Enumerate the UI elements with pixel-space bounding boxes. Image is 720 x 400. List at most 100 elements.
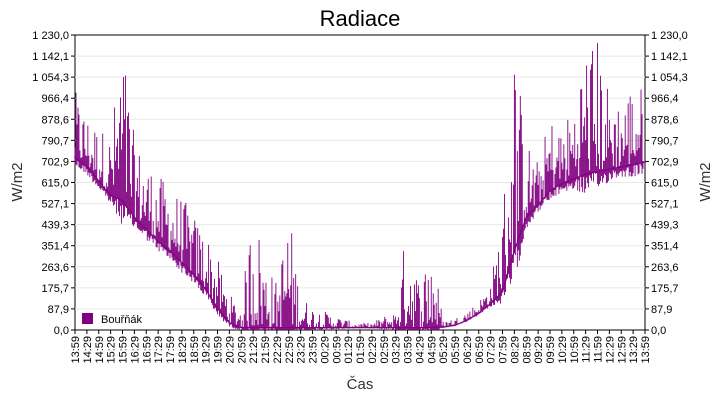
x-tick-label: 22:29 bbox=[272, 336, 284, 364]
x-tick-label: 15:59 bbox=[118, 336, 130, 364]
series-point bbox=[109, 194, 112, 197]
y-tick-label-left: 615,0 bbox=[41, 178, 69, 190]
x-tick-label: 07:29 bbox=[486, 336, 498, 364]
x-tick-label: 16:59 bbox=[141, 336, 153, 364]
series-point bbox=[561, 182, 563, 185]
y-tick-label-right: 439,3 bbox=[651, 220, 679, 232]
series-point bbox=[513, 250, 516, 252]
x-tick-label: 13:59 bbox=[640, 336, 652, 364]
y-tick-label-right: 878,6 bbox=[651, 114, 679, 126]
series-point bbox=[121, 199, 124, 202]
series-point bbox=[181, 262, 183, 264]
series-point bbox=[632, 163, 634, 166]
y-tick-label-left: 790,7 bbox=[41, 135, 69, 147]
series-point bbox=[169, 250, 171, 252]
y-tick-label-left: 87,9 bbox=[48, 304, 69, 316]
series-point bbox=[477, 312, 480, 315]
series-point bbox=[466, 319, 468, 322]
x-tick-label: 17:29 bbox=[153, 336, 165, 364]
series-point bbox=[86, 166, 88, 168]
legend-label: Bouřňák bbox=[101, 314, 142, 326]
y-tick-label-left: 1 054,3 bbox=[32, 72, 69, 84]
series-point bbox=[145, 228, 148, 231]
x-tick-label: 15:29 bbox=[106, 336, 118, 364]
x-tick-label: 07:59 bbox=[498, 336, 510, 364]
y-tick-label-left: 702,9 bbox=[41, 156, 69, 168]
x-tick-label: 02:29 bbox=[367, 336, 379, 364]
y-axis-label-left: W/m2 bbox=[9, 162, 26, 201]
x-tick-label: 04:29 bbox=[414, 336, 426, 364]
y-tick-label-left: 263,6 bbox=[41, 262, 69, 274]
series-point bbox=[299, 326, 302, 329]
series-point bbox=[97, 180, 100, 183]
x-tick-label: 21:29 bbox=[248, 336, 260, 364]
x-tick-label: 20:29 bbox=[224, 336, 236, 364]
series-point bbox=[596, 170, 599, 173]
x-tick-label: 12:29 bbox=[604, 336, 616, 364]
y-tick-label-right: 263,6 bbox=[651, 262, 679, 274]
y-tick-label-left: 527,1 bbox=[41, 199, 69, 211]
y-tick-label-left: 175,7 bbox=[41, 283, 69, 295]
y-tick-label-left: 966,4 bbox=[41, 93, 69, 105]
y-tick-label-left: 1 142,1 bbox=[32, 51, 69, 63]
legend-swatch bbox=[82, 313, 93, 324]
series-point bbox=[133, 216, 136, 219]
x-axis-label: Čas bbox=[347, 376, 374, 393]
series-point bbox=[323, 326, 326, 329]
series-point bbox=[311, 326, 314, 329]
series-point bbox=[584, 173, 587, 175]
x-tick-label: 19:29 bbox=[201, 336, 213, 364]
series-point bbox=[549, 190, 551, 192]
series-point bbox=[359, 326, 361, 329]
y-tick-label-left: 439,3 bbox=[41, 220, 69, 232]
series-point bbox=[501, 290, 504, 293]
y-tick-label-right: 351,4 bbox=[651, 241, 679, 253]
x-tick-label: 11:29 bbox=[581, 336, 593, 363]
x-tick-label: 11:59 bbox=[593, 336, 605, 363]
x-tick-label: 12:59 bbox=[616, 336, 628, 364]
grid-layer bbox=[75, 55, 645, 310]
series-point bbox=[240, 326, 243, 329]
x-tick-label: 01:59 bbox=[355, 336, 367, 364]
x-tick-label: 17:59 bbox=[165, 336, 177, 364]
series-point bbox=[382, 326, 385, 329]
y-tick-label-right: 87,9 bbox=[651, 304, 672, 316]
y-tick-label-right: 527,1 bbox=[651, 199, 679, 211]
series-point bbox=[608, 168, 611, 171]
x-tick-label: 05:29 bbox=[438, 336, 450, 364]
x-tick-label: 03:59 bbox=[403, 336, 415, 364]
x-tick-label: 08:29 bbox=[509, 336, 521, 364]
x-tick-label: 06:59 bbox=[474, 336, 486, 364]
x-tick-label: 02:59 bbox=[379, 336, 391, 364]
x-tick-label: 08:59 bbox=[521, 336, 533, 364]
series-point bbox=[418, 326, 421, 329]
y-tick-label-right: 790,7 bbox=[651, 135, 679, 147]
series-point bbox=[276, 326, 278, 329]
series-point bbox=[157, 240, 159, 243]
series-layer bbox=[74, 43, 646, 330]
y-ticks-right: 0,0 87,9 175,7 263,6 351,4 439,3 527,1 615,0 702… bbox=[645, 30, 688, 337]
series-point bbox=[192, 274, 195, 276]
x-tick-label: 10:29 bbox=[557, 336, 569, 364]
series-point bbox=[287, 326, 290, 329]
series-point bbox=[572, 178, 575, 180]
series-point bbox=[430, 326, 433, 329]
y-ticks-left: 0,0 87,9 175,7 263,6 351,4 439,3 527,1 615,0 702… bbox=[32, 30, 75, 337]
y-tick-label-left: 1 230,0 bbox=[32, 30, 69, 42]
chart-title: Radiace bbox=[320, 6, 401, 31]
y-tick-label-right: 1 142,1 bbox=[651, 51, 688, 63]
x-tick-label: 19:59 bbox=[213, 336, 225, 364]
x-tick-label: 18:59 bbox=[189, 336, 201, 364]
series-point bbox=[525, 216, 528, 219]
x-ticks: 13:59 14:29 14:59 15:29 15:59 16:29 16:59 17:29… bbox=[70, 330, 652, 364]
x-tick-label: 18:29 bbox=[177, 336, 189, 364]
y-tick-label-right: 966,4 bbox=[651, 93, 679, 105]
series-point bbox=[264, 326, 266, 329]
series-point bbox=[537, 204, 539, 207]
x-tick-label: 14:29 bbox=[82, 336, 94, 364]
y-tick-label-left: 878,6 bbox=[41, 114, 69, 126]
series-point bbox=[489, 302, 492, 305]
y-tick-label-right: 1 230,0 bbox=[651, 30, 688, 42]
x-tick-label: 22:59 bbox=[284, 336, 296, 364]
